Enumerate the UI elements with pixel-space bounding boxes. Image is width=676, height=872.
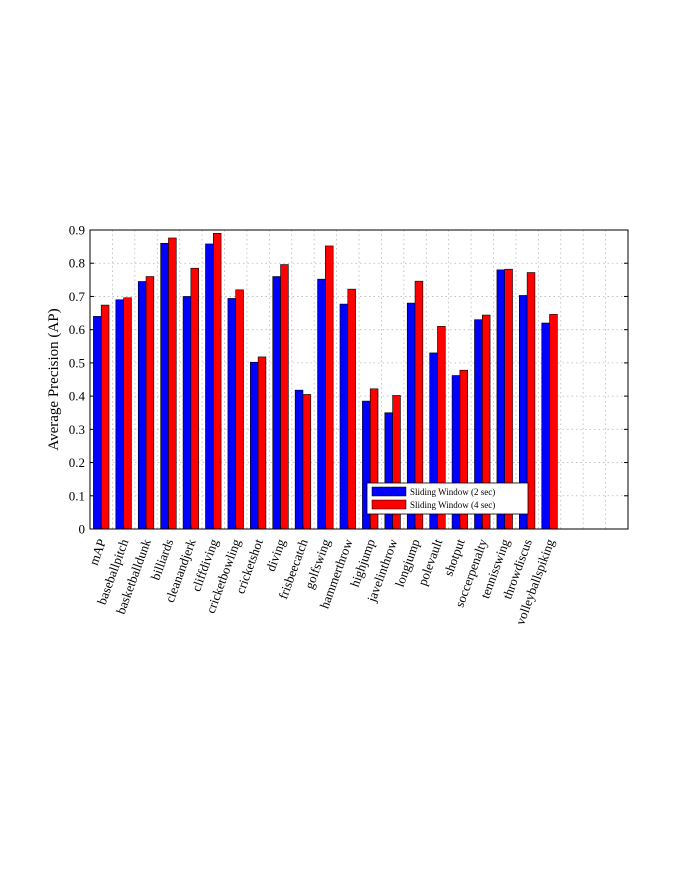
x-tick-label: mAP [86, 537, 109, 567]
bar-4sec-cricketshot [257, 356, 267, 530]
bar-2sec-billiards [160, 242, 169, 530]
y-tick-label: 0.8 [69, 256, 85, 271]
legend-label-2sec: Sliding Window (2 sec) [410, 487, 495, 497]
bar-4sec-billiards [168, 237, 177, 530]
bar-2sec-cricketshot [250, 361, 259, 530]
y-tick-label: 0.6 [69, 322, 86, 337]
bar-4sec-frisbeecatch [302, 394, 312, 530]
bar-2sec-diving [272, 276, 281, 530]
bar-4sec-cliffdiving [212, 233, 222, 530]
y-axis-label: Average Precision (AP) [46, 308, 62, 450]
legend-label-4sec: Sliding Window (4 sec) [410, 500, 495, 510]
bar-2sec-basketballdunk [137, 281, 147, 530]
bar-2sec-hammerthrow [339, 303, 349, 530]
y-tick-label: 0.7 [69, 289, 86, 304]
bar-2sec-volleyballspiking [541, 322, 550, 530]
bar-2sec-golfswing [317, 278, 326, 530]
y-tick-label: 0.3 [69, 422, 85, 437]
bar-4sec-basketballdunk [145, 276, 155, 530]
bar-2sec-cricketbowling [227, 298, 237, 530]
bar-4sec-hammerthrow [347, 288, 356, 530]
legend: Sliding Window (2 sec) Sliding Window (4… [366, 482, 529, 515]
bar-4sec-volleyballspiking [549, 314, 558, 530]
bar-2sec-mAP [93, 316, 102, 530]
legend-swatch-2sec [371, 486, 407, 497]
y-tick-label: 0.2 [69, 455, 85, 470]
plot-area-frame [89, 229, 629, 530]
bar-4sec-cricketbowling [235, 289, 244, 530]
y-tick-label: 0.4 [69, 389, 86, 404]
bar-4sec-mAP [100, 304, 110, 530]
bar-2sec-cliffdiving [205, 243, 214, 530]
bar-4sec-baseballpitch [123, 297, 132, 530]
bar-4sec-diving [280, 264, 289, 530]
bar-2sec-cleanandjerk [182, 296, 192, 530]
y-axis-ticks: 0 0.1 0.2 0.3 0.4 0.5 0.6 0.7 0.8 0.9 [69, 223, 628, 537]
bar-4sec-cleanandjerk [190, 267, 199, 530]
bar-4sec-golfswing [325, 245, 334, 530]
x-axis-ticks: mAPbaseballpitchbasketballdunkbilliardsc… [86, 525, 558, 627]
y-tick-label: 0.9 [69, 223, 85, 238]
bars-group [93, 233, 558, 530]
bar-2sec-baseballpitch [115, 299, 124, 530]
grid-lines [90, 230, 628, 529]
y-tick-label: 0.5 [69, 355, 85, 370]
y-tick-label: 0 [79, 522, 86, 537]
y-tick-label: 0.1 [69, 488, 85, 503]
legend-swatch-4sec [371, 499, 407, 510]
bar-2sec-frisbeecatch [294, 389, 304, 530]
